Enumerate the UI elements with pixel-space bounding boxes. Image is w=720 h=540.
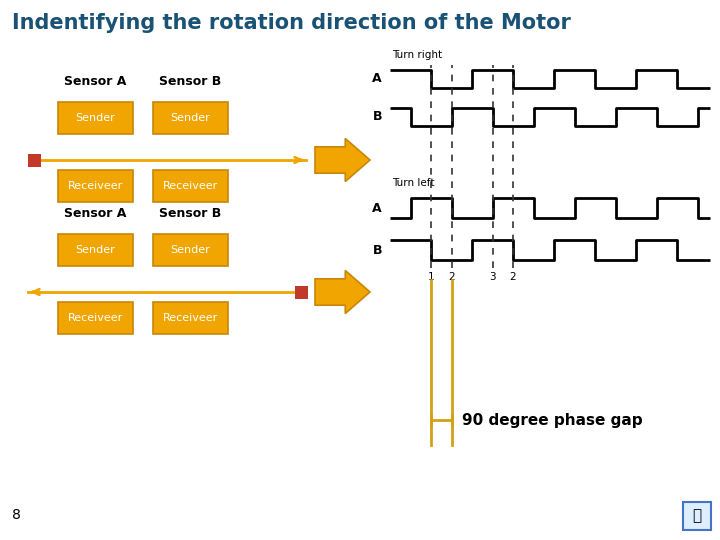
Text: A: A bbox=[372, 72, 382, 85]
Text: Receiveer: Receiveer bbox=[163, 313, 218, 323]
Text: 2: 2 bbox=[510, 272, 516, 282]
Bar bbox=[58, 302, 133, 334]
Bar bbox=[153, 170, 228, 202]
Text: 2: 2 bbox=[448, 272, 455, 282]
Text: Turn left: Turn left bbox=[392, 178, 434, 188]
Bar bbox=[58, 102, 133, 134]
Text: 1: 1 bbox=[428, 272, 434, 282]
Text: B: B bbox=[372, 244, 382, 256]
Text: Receiveer: Receiveer bbox=[68, 181, 123, 191]
Text: 8: 8 bbox=[12, 508, 21, 522]
Text: Sensor A: Sensor A bbox=[64, 207, 127, 220]
Bar bbox=[153, 302, 228, 334]
Text: B: B bbox=[372, 111, 382, 124]
Text: 90 degree phase gap: 90 degree phase gap bbox=[462, 413, 642, 428]
Bar bbox=[58, 170, 133, 202]
Text: 3: 3 bbox=[489, 272, 496, 282]
Text: Sender: Sender bbox=[76, 245, 115, 255]
Text: Sensor B: Sensor B bbox=[159, 75, 222, 88]
Bar bbox=[28, 153, 41, 166]
Bar bbox=[295, 286, 308, 299]
Text: Sender: Sender bbox=[171, 113, 210, 123]
Text: Receiveer: Receiveer bbox=[163, 181, 218, 191]
Text: Sender: Sender bbox=[171, 245, 210, 255]
Text: Turn right: Turn right bbox=[392, 50, 442, 60]
Bar bbox=[683, 502, 711, 530]
Polygon shape bbox=[315, 138, 370, 181]
Bar bbox=[58, 234, 133, 266]
Polygon shape bbox=[315, 271, 370, 314]
Text: 🤖: 🤖 bbox=[693, 509, 701, 523]
Text: A: A bbox=[372, 201, 382, 214]
Text: Receiveer: Receiveer bbox=[68, 313, 123, 323]
Text: Sensor A: Sensor A bbox=[64, 75, 127, 88]
Bar bbox=[153, 234, 228, 266]
Text: Sensor B: Sensor B bbox=[159, 207, 222, 220]
Text: Sender: Sender bbox=[76, 113, 115, 123]
Text: Indentifying the rotation direction of the Motor: Indentifying the rotation direction of t… bbox=[12, 13, 571, 33]
Bar bbox=[153, 102, 228, 134]
